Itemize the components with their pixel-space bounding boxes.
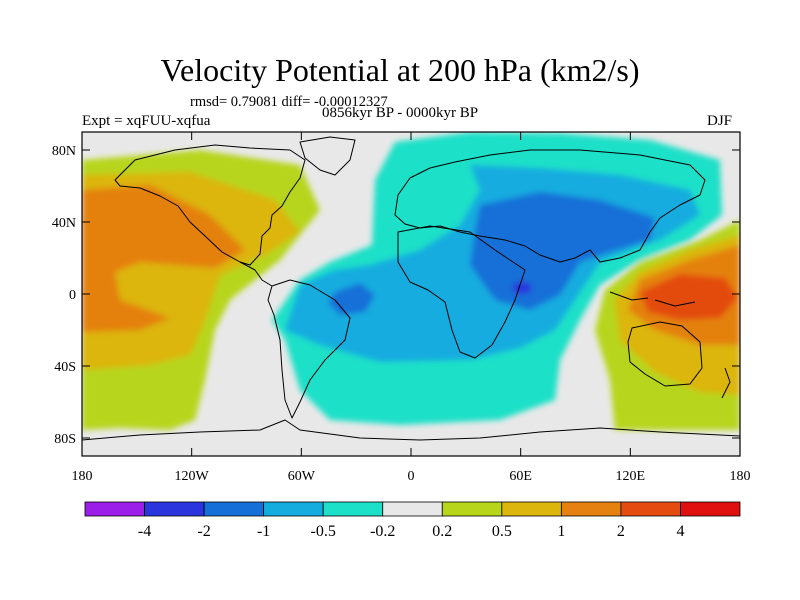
africa-negative-2-core <box>512 282 532 294</box>
westpac-positive-2-band <box>640 274 738 320</box>
colorbar-swatch <box>322 501 384 517</box>
colorbar-swatch <box>680 501 741 517</box>
colorbar-label: 0.5 <box>492 523 512 540</box>
colorbar-label: 2 <box>617 523 625 540</box>
colorbar-label: -0.5 <box>311 523 336 540</box>
coastline-new-zealand <box>721 367 731 399</box>
chart-title: Velocity Potential at 200 hPa (km2/s) <box>160 52 640 88</box>
eastern-negative-1-band <box>470 192 655 310</box>
colorbar-swatch <box>263 501 324 517</box>
colorbar-swatch <box>84 501 145 517</box>
axis-ticks: 180 120W 60W 0 60E 120E 180 80N 40N 0 40S 80S <box>52 132 751 484</box>
coastline-africa <box>397 225 526 359</box>
colorbar-swatch <box>560 501 622 517</box>
y-tick-label: 0 <box>69 288 76 303</box>
colorbar-swatch <box>501 501 562 517</box>
experiment-label: Expt = xqFUU-xqfua <box>82 113 211 129</box>
y-tick-label: 40S <box>54 360 76 375</box>
colorbar-swatch <box>441 501 503 517</box>
coastline-australia <box>627 321 703 387</box>
x-tick-label: 180 <box>72 469 93 484</box>
colorbar-swatch <box>382 501 443 517</box>
period-label: 0856kyr BP - 0000kyr BP <box>322 105 479 121</box>
colorbar-label: 4 <box>676 523 684 540</box>
x-tick-label: 120E <box>616 469 646 484</box>
colorbar-label: -0.2 <box>370 523 395 540</box>
colorbar-swatch <box>203 501 265 517</box>
season-label: DJF <box>707 113 733 129</box>
colorbar-label: -2 <box>197 523 210 540</box>
colorbar-swatch <box>620 501 681 517</box>
coastline-central-america <box>239 261 273 287</box>
x-tick-label: 60W <box>288 469 316 484</box>
colorbar-swatch <box>144 501 205 517</box>
y-tick-label: 40N <box>52 216 76 231</box>
x-tick-label: 60E <box>509 469 532 484</box>
coastline-antarctica <box>82 419 740 441</box>
y-tick-label: 80S <box>54 432 76 447</box>
colorbar-label: -4 <box>138 523 151 540</box>
pacific-positive-1-band <box>82 185 245 332</box>
contour-fill <box>82 132 740 456</box>
colorbar-label: 0.2 <box>432 523 452 540</box>
colorbar: -4 -2 -1 -0.5 -0.2 0.2 0.5 1 2 4 <box>84 501 741 540</box>
colorbar-label: -1 <box>257 523 270 540</box>
atlantic-negative-1-band <box>328 283 375 315</box>
chart-subtitle-rmsd: rmsd= 0.79081 diff= -0.00012327 <box>190 94 388 110</box>
x-tick-label: 0 <box>408 469 415 484</box>
coastline-europe-asia <box>394 149 706 263</box>
x-tick-label: 180 <box>730 469 751 484</box>
coastline-indonesia <box>609 291 696 307</box>
coastlines <box>82 136 740 441</box>
colorbar-label: 1 <box>557 523 565 540</box>
y-tick-label: 80N <box>52 144 76 159</box>
x-tick-label: 120W <box>175 469 210 484</box>
coastline-greenland <box>299 136 356 176</box>
coastline-south-america <box>267 279 351 419</box>
coastline-north-america <box>114 144 306 266</box>
